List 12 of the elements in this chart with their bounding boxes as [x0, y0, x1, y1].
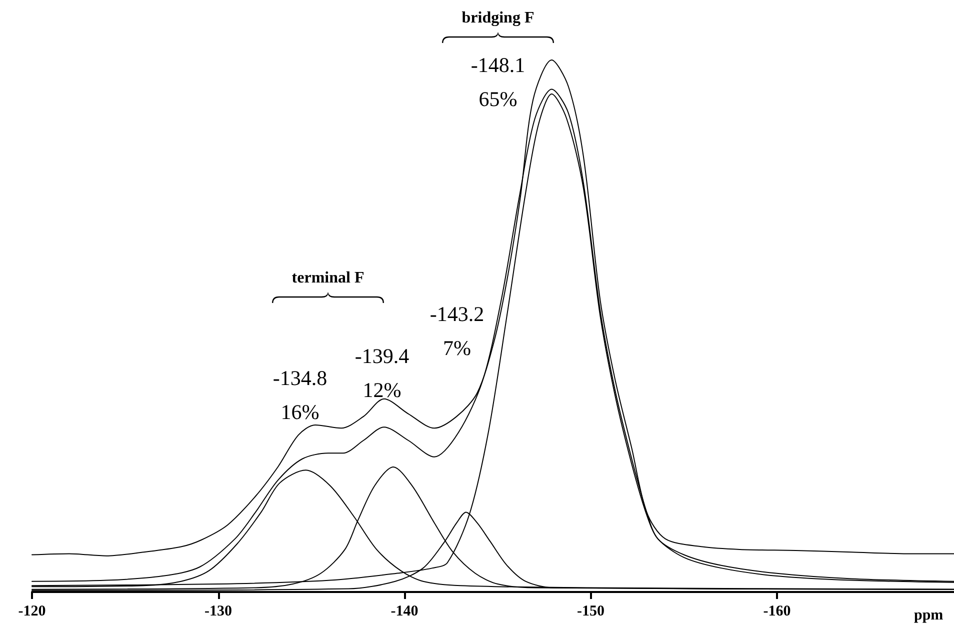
x-tick-label: -120 [18, 604, 46, 620]
annotation: -134.8 16% [272, 366, 328, 424]
annotation: terminal F [292, 270, 364, 286]
annotation: -143.2 7% [430, 302, 484, 360]
annotation: -148.1 65% [470, 53, 526, 111]
x-tick-label: -150 [577, 604, 605, 620]
x-axis-title: ppm [914, 608, 944, 624]
text: bridging F [462, 10, 534, 26]
annotation: -139.4 12% [354, 344, 410, 402]
x-tick-label: -130 [204, 604, 232, 620]
x-tick-label: -160 [763, 604, 791, 620]
x-tick-label: -140 [390, 604, 418, 620]
